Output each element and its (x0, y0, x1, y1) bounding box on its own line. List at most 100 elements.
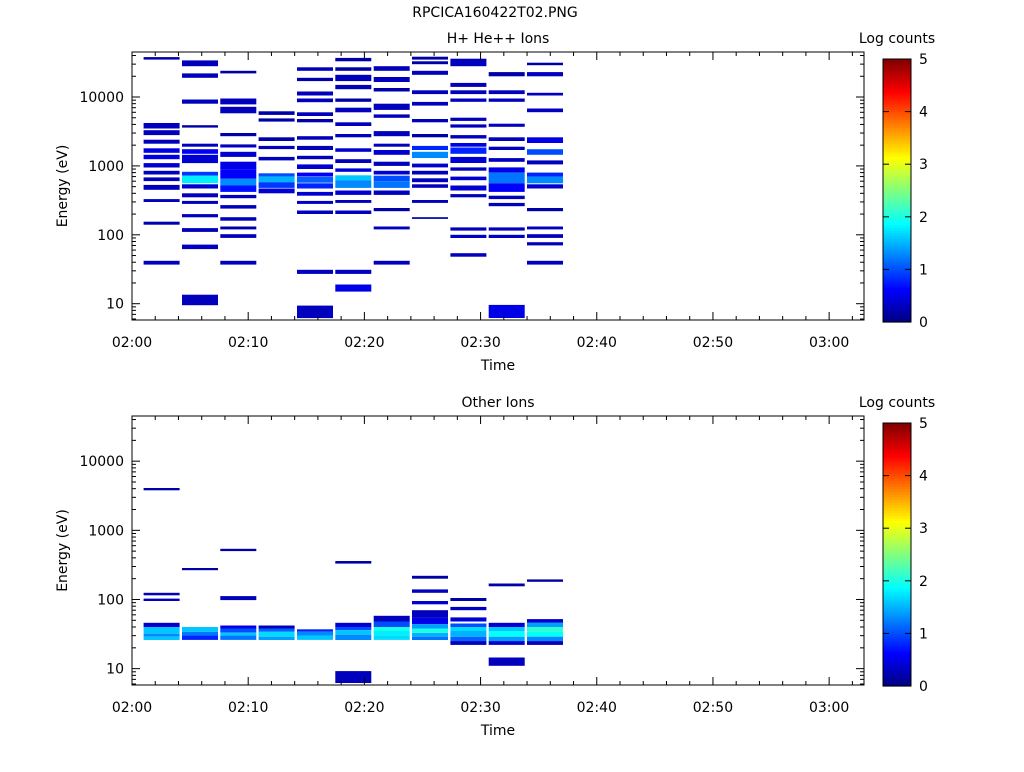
colorbar-swatch (883, 549, 911, 553)
colorbar-swatch (883, 428, 911, 432)
heatmap-cell (527, 72, 563, 77)
heatmap-cell (335, 190, 372, 195)
x-tick-label: 02:20 (344, 700, 384, 716)
colorbar-swatch (883, 609, 911, 613)
heatmap-cell (335, 159, 372, 163)
heatmap-cell (373, 226, 410, 230)
y-tick-label: 100 (97, 592, 124, 608)
heatmap-cell (450, 598, 487, 601)
colorbar-swatch (883, 203, 911, 207)
heatmap-cell (143, 148, 180, 153)
colorbar-swatch (883, 470, 911, 474)
colorbar-swatch (883, 622, 911, 627)
colorbar-swatch (883, 567, 911, 571)
heatmap-cell (143, 598, 180, 601)
colorbar-swatch (883, 135, 911, 139)
colorbar-swatch (883, 127, 911, 131)
colorbar-swatch (883, 546, 911, 550)
colorbar-swatch (883, 486, 911, 490)
colorbar-swatch (883, 132, 911, 136)
heatmap-cell (373, 161, 410, 166)
colorbar-tick-label: 2 (919, 210, 928, 226)
heatmap-cell (450, 124, 487, 128)
axes-frame (131, 415, 865, 686)
x-tick-label: 03:00 (809, 335, 849, 351)
heatmap-cell (373, 131, 410, 137)
colorbar-swatch (883, 670, 911, 674)
colorbar-swatch (883, 533, 911, 537)
colorbar-swatch (883, 316, 911, 320)
heatmap-cell (412, 628, 448, 633)
colorbar-swatch (883, 185, 911, 189)
colorbar-swatch (883, 64, 911, 68)
colorbar-swatch (883, 72, 911, 76)
heatmap-cell (143, 592, 180, 596)
heatmap-cell (412, 101, 448, 106)
colorbar-swatch (883, 488, 911, 492)
colorbar-swatch (883, 496, 911, 500)
heatmap-cell (335, 57, 372, 62)
colorbar-swatch (883, 459, 911, 464)
colorbar-swatch (883, 216, 911, 221)
heatmap-cell (335, 134, 372, 138)
heatmap-cell (335, 200, 372, 203)
colorbar-frame (882, 422, 912, 687)
colorbar-swatch (883, 237, 911, 242)
colorbar-swatch (883, 295, 911, 299)
heatmap-cell (412, 610, 448, 618)
heatmap-cell (297, 67, 333, 71)
heatmap-cell (412, 200, 448, 203)
colorbar-swatch (883, 641, 911, 645)
heatmap-cell (527, 108, 563, 113)
heatmap-cell (143, 57, 180, 60)
colorbar-swatch (883, 95, 911, 100)
x-tick-label: 02:30 (460, 700, 500, 716)
colorbar-swatch (883, 517, 911, 521)
heatmap-cell (297, 183, 333, 189)
heatmap-cell (297, 200, 333, 204)
heatmap-cell (297, 305, 333, 319)
heatmap-cell (450, 82, 487, 87)
x-tick-label: 02:30 (460, 335, 500, 351)
heatmap-cell (258, 628, 295, 632)
heatmap-cell (527, 149, 563, 155)
colorbar-tick-label: 3 (919, 521, 928, 537)
colorbar-swatch (883, 562, 911, 566)
heatmap-cell (412, 119, 448, 123)
heatmap-cell (450, 117, 487, 121)
heatmap-cell (450, 98, 487, 102)
heatmap-cell (412, 617, 448, 625)
heatmap-cell (488, 641, 525, 645)
heatmap-cell (297, 77, 333, 82)
colorbar-swatch (883, 124, 911, 128)
heatmap-cell (412, 184, 448, 188)
heatmap-cell (527, 184, 563, 189)
colorbar-swatch (883, 219, 911, 223)
colorbar-swatch (883, 449, 911, 453)
colorbar-swatch (883, 554, 911, 558)
colorbar-swatch (883, 499, 911, 503)
heatmap-cell (143, 139, 180, 144)
colorbar-swatch (883, 680, 911, 684)
colorbar-swatch (883, 77, 911, 81)
heatmap-cell (258, 145, 295, 150)
heatmap-cell (373, 88, 410, 92)
heatmap-cell (527, 234, 563, 238)
colorbar-swatch (883, 229, 911, 234)
colorbar-swatch (883, 451, 911, 456)
colorbar-swatch (883, 580, 911, 585)
heatmap-cell (527, 62, 563, 66)
colorbar-swatch (883, 559, 911, 563)
x-axis-label: Time (480, 358, 515, 374)
heatmap-cell (373, 114, 410, 118)
colorbar-swatch (883, 261, 911, 265)
heatmap-cell (450, 606, 487, 611)
heatmap-cell (335, 561, 372, 564)
plot-title: Other Ions (461, 395, 534, 411)
heatmap-cell (297, 172, 333, 177)
heatmap-cell (335, 180, 372, 188)
colorbar-swatch (883, 636, 911, 640)
colorbar-swatch (883, 285, 911, 289)
colorbar-swatch (883, 675, 911, 679)
heatmap-cell (412, 217, 448, 219)
